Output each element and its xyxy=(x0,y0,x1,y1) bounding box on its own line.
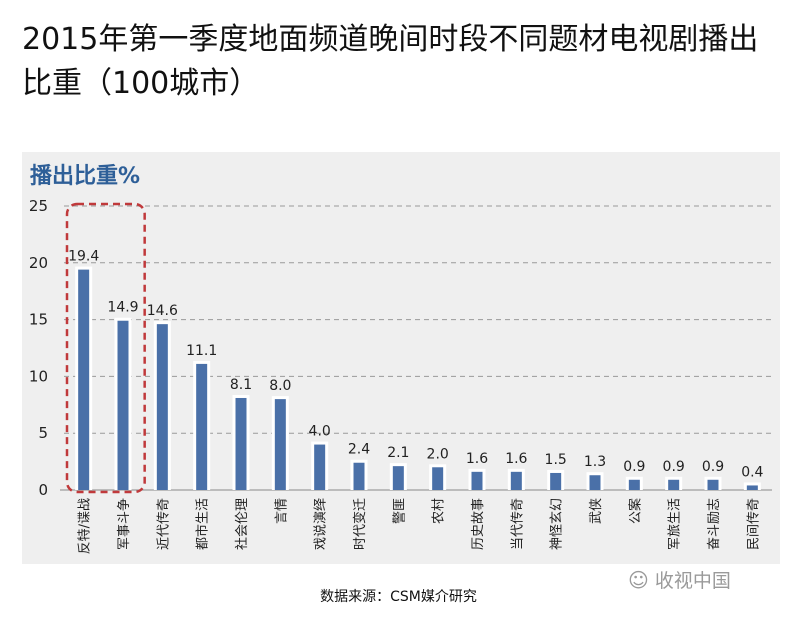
data-label: 2.1 xyxy=(387,445,409,461)
x-tick-label: 言情 xyxy=(274,498,289,524)
x-tick-label: 军事斗争 xyxy=(117,498,132,550)
data-label: 14.9 xyxy=(107,300,138,316)
y-tick-label: 20 xyxy=(29,254,48,272)
bar xyxy=(235,397,247,490)
bar xyxy=(196,363,208,490)
x-tick-label: 军旅生活 xyxy=(668,498,683,550)
x-tick-label: 武侠 xyxy=(589,498,604,524)
data-label: 2.0 xyxy=(427,446,449,462)
bar xyxy=(432,467,444,490)
x-tick-label: 社会伦理 xyxy=(234,498,250,550)
y-axis-label: 播出比重% xyxy=(30,164,141,189)
x-tick-label: 公案 xyxy=(628,498,643,524)
bar xyxy=(274,399,286,490)
x-tick-label: 民间传奇 xyxy=(745,498,761,550)
y-tick-label: 0 xyxy=(38,481,48,499)
data-label: 8.0 xyxy=(269,378,291,394)
data-label: 8.1 xyxy=(230,377,252,393)
y-tick-label: 15 xyxy=(29,311,48,329)
data-label: 19.4 xyxy=(68,249,99,265)
data-label: 14.6 xyxy=(147,303,178,319)
bar xyxy=(353,462,365,490)
data-label: 1.6 xyxy=(505,451,527,467)
bar xyxy=(314,444,326,490)
data-label: 4.0 xyxy=(309,424,331,440)
bar xyxy=(471,471,483,490)
data-label: 2.4 xyxy=(348,442,370,458)
data-label: 1.6 xyxy=(466,451,488,467)
x-tick-label: 警匪 xyxy=(391,498,407,524)
data-label: 0.9 xyxy=(623,459,645,475)
bar xyxy=(746,485,758,490)
bar xyxy=(510,471,522,490)
data-label: 0.9 xyxy=(663,459,685,475)
chart-panel xyxy=(22,152,780,564)
x-tick-label: 神怪玄幻 xyxy=(550,498,565,550)
highlight-box xyxy=(65,202,146,494)
y-tick-label: 5 xyxy=(38,424,48,442)
x-tick-label: 反特/谍战 xyxy=(78,498,93,554)
data-label: 11.1 xyxy=(186,343,217,359)
y-tick-label: 10 xyxy=(29,367,48,385)
watermark-text: 收视中国 xyxy=(654,570,731,592)
bar xyxy=(392,466,404,490)
x-tick-label: 奋斗励志 xyxy=(707,498,722,550)
page-title: 2015年第一季度地面频道晚间时段不同题材电视剧播出比重（100城市） xyxy=(22,22,759,101)
x-tick-label: 近代传奇 xyxy=(155,498,171,550)
bar xyxy=(156,324,168,490)
bar xyxy=(628,479,640,490)
y-tick-label: 25 xyxy=(29,197,48,215)
x-tick-label: 时代变迁 xyxy=(352,498,368,550)
bar xyxy=(668,479,680,490)
x-tick-label: 历史故事 xyxy=(471,498,486,550)
bar xyxy=(117,320,129,490)
bar xyxy=(78,269,90,490)
bar xyxy=(589,475,601,490)
x-tick-label: 戏说演绎 xyxy=(313,498,329,550)
x-tick-label: 农村 xyxy=(432,498,447,524)
data-label: 1.5 xyxy=(545,452,567,468)
wechat-icon: ☺ xyxy=(628,567,649,592)
watermark: ☺ 收视中国 xyxy=(628,566,731,593)
x-tick-label: 都市生活 xyxy=(195,498,211,550)
bar xyxy=(707,479,719,490)
data-label: 0.9 xyxy=(702,459,724,475)
data-source-note: 数据来源：CSM媒介研究 xyxy=(320,589,477,605)
bar xyxy=(550,472,562,490)
x-tick-label: 当代传奇 xyxy=(509,498,525,550)
data-label: 0.4 xyxy=(741,464,763,480)
data-label: 1.3 xyxy=(584,454,606,470)
